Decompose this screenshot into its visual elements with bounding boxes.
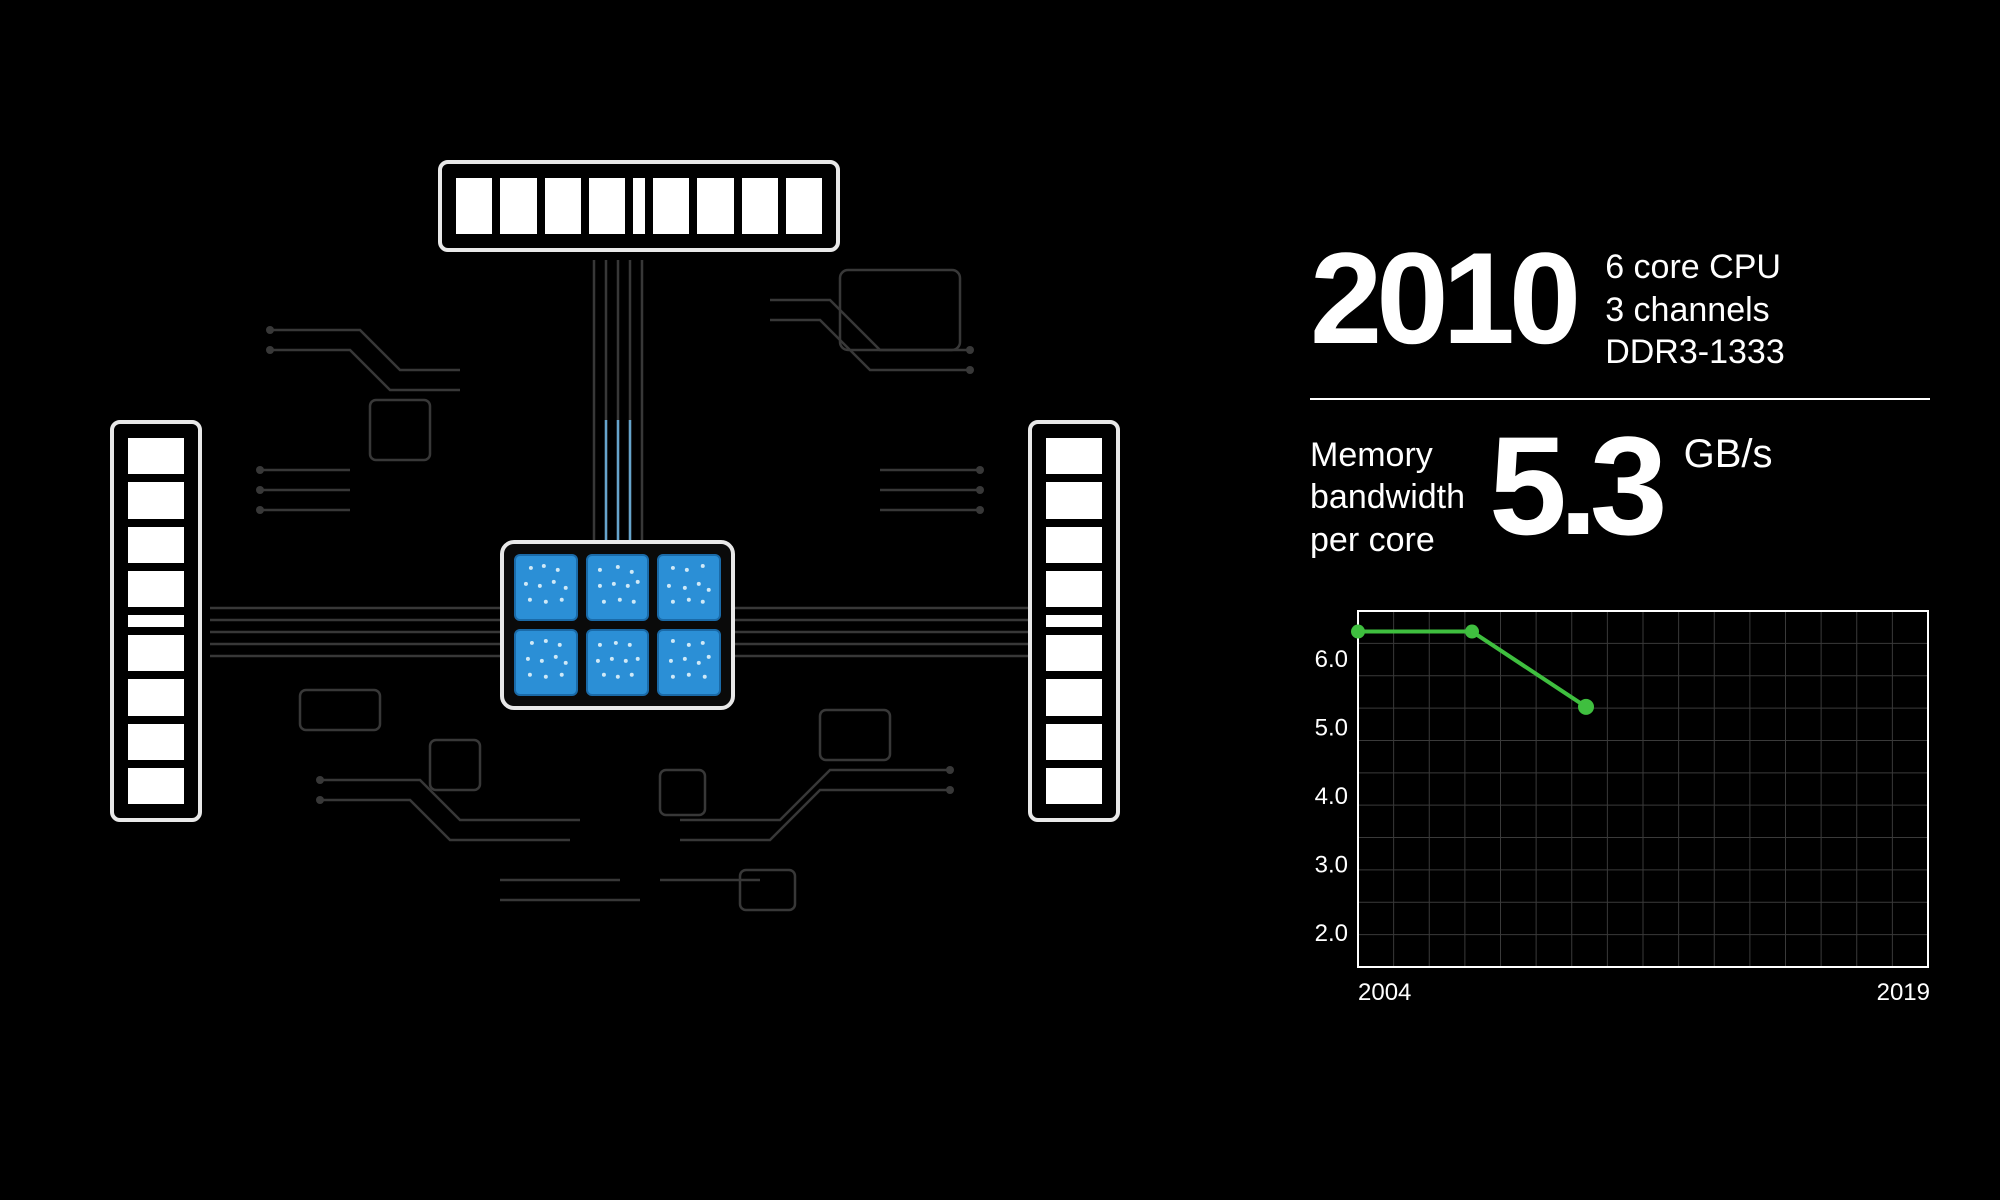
letterbox-bottom — [0, 1040, 2000, 1200]
cpu-package — [500, 540, 735, 710]
chart-x-label: 2004 — [1358, 979, 1411, 1007]
metric-label-line: bandwidth — [1310, 476, 1465, 519]
svg-text:5.0: 5.0 — [1315, 714, 1348, 741]
info-metric: Memory bandwidth per core 5.3 GB/s — [1310, 400, 1930, 562]
spec-line: DDR3-1333 — [1605, 331, 1785, 374]
dimm-top — [438, 160, 840, 252]
dimm-left — [110, 420, 202, 822]
metric-label: Memory bandwidth per core — [1310, 426, 1465, 562]
cpu-core — [514, 629, 578, 696]
metric-label-line: per core — [1310, 519, 1465, 562]
info-panel: 2010 6 core CPU 3 channels DDR3-1333 Mem… — [1310, 240, 1930, 999]
metric-label-line: Memory — [1310, 434, 1465, 477]
cpu-core — [514, 554, 578, 621]
spec-line: 6 core CPU — [1605, 246, 1785, 289]
motherboard-diagram — [120, 170, 1120, 930]
cpu-core — [657, 629, 721, 696]
svg-text:2.0: 2.0 — [1315, 920, 1348, 947]
cpu-core — [586, 554, 650, 621]
year-label: 2010 — [1310, 240, 1575, 357]
letterbox-top — [0, 0, 2000, 160]
cpu-core — [657, 554, 721, 621]
metric-value: 5.3 — [1489, 426, 1660, 545]
chart-x-label: 2019 — [1877, 979, 1930, 1007]
metric-unit: GB/s — [1684, 426, 1773, 477]
bandwidth-chart: 6.05.04.03.02.0 2004 2019 — [1310, 609, 1930, 999]
cpu-core — [586, 629, 650, 696]
svg-text:6.0: 6.0 — [1315, 646, 1348, 673]
spec-line: 3 channels — [1605, 289, 1785, 332]
info-header: 2010 6 core CPU 3 channels DDR3-1333 — [1310, 240, 1930, 400]
svg-text:3.0: 3.0 — [1315, 851, 1348, 878]
svg-text:4.0: 4.0 — [1315, 783, 1348, 810]
dimm-right — [1028, 420, 1120, 822]
spec-list: 6 core CPU 3 channels DDR3-1333 — [1605, 240, 1785, 374]
